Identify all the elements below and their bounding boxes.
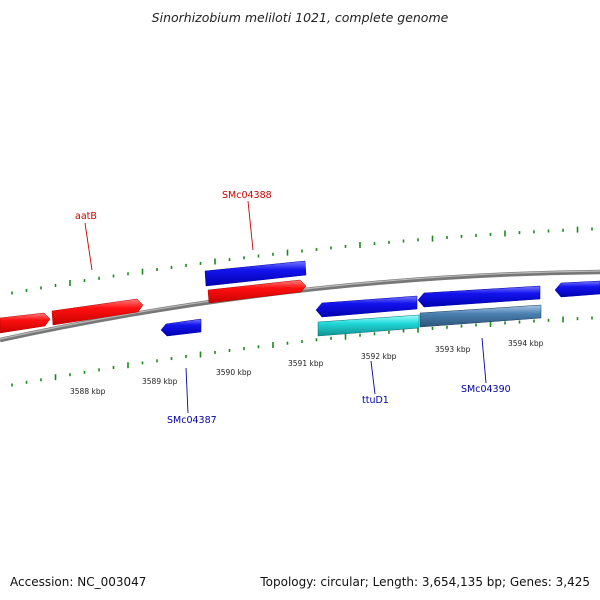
gene-arrow-ttuD1[interactable] xyxy=(317,314,420,337)
position-label: 3589 kbp xyxy=(142,377,178,386)
forward-strand-genes xyxy=(0,279,307,334)
gene-label-SMc04388[interactable]: SMc04388 xyxy=(222,190,272,201)
position-label: 3594 kbp xyxy=(508,339,544,348)
reverse-strand-genes xyxy=(160,260,600,337)
inner-tick-ring xyxy=(11,316,593,387)
gene-label-leaders xyxy=(84,200,487,414)
genome-title: Sinorhizobium meliloti 1021, complete ge… xyxy=(151,10,449,25)
position-label: 3590 kbp xyxy=(216,368,252,377)
gene-arrow-SMc04387[interactable] xyxy=(160,318,202,337)
position-label: 3591 kbp xyxy=(288,359,324,368)
gene-labels: aatB SMc04388 SMc04387 ttuD1 SMc04390 xyxy=(75,190,511,426)
gene-arrow-SMc04390[interactable] xyxy=(419,304,542,328)
gene-label-SMc04387[interactable]: SMc04387 xyxy=(167,415,217,426)
gene-arrow-blue-edge[interactable] xyxy=(554,280,600,298)
gene-label-ttuD1[interactable]: ttuD1 xyxy=(362,395,389,406)
gene-arrow-aatB[interactable] xyxy=(51,298,144,326)
gene-arrow-blue-mid[interactable] xyxy=(315,295,418,318)
gene-arrow-blue-right[interactable] xyxy=(417,285,541,308)
gene-arrow-blue-upper[interactable] xyxy=(204,260,307,287)
gene-label-aatB[interactable]: aatB xyxy=(75,211,97,222)
position-label: 3592 kbp xyxy=(361,352,397,361)
outer-tick-ring xyxy=(11,226,593,295)
gene-label-SMc04390[interactable]: SMc04390 xyxy=(461,384,511,395)
gene-arrow-red[interactable] xyxy=(0,312,51,334)
gene-arrow-SMc04388[interactable] xyxy=(207,279,307,304)
accession-text: Accession: NC_003047 xyxy=(10,575,147,589)
position-labels: 3588 kbp 3589 kbp 3590 kbp 3591 kbp 3592… xyxy=(70,339,544,396)
genome-summary-text: Topology: circular; Length: 3,654,135 bp… xyxy=(260,575,590,589)
position-label: 3588 kbp xyxy=(70,387,106,396)
position-label: 3593 kbp xyxy=(435,345,471,354)
